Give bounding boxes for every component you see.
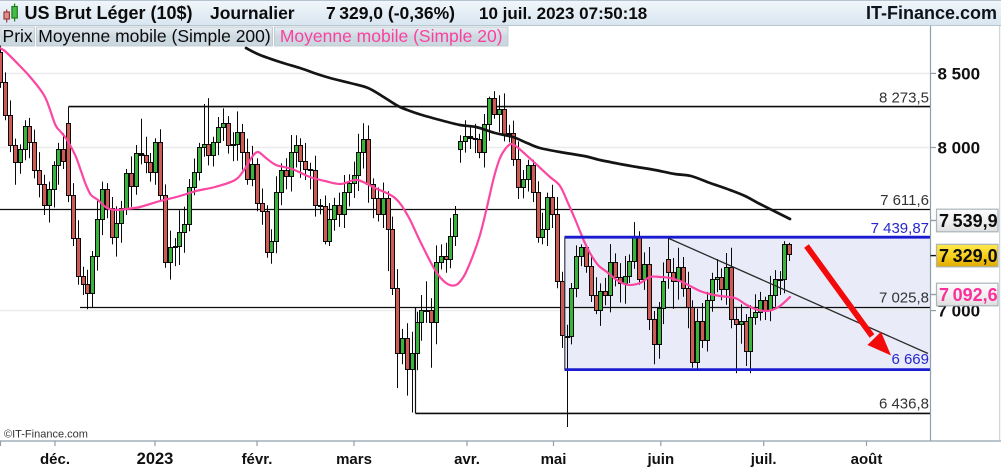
svg-text:avr.: avr.	[454, 451, 480, 468]
svg-text:7 025,8: 7 025,8	[879, 290, 929, 307]
svg-text:©IT-Finance.com: ©IT-Finance.com	[4, 429, 88, 441]
svg-text:août: août	[851, 451, 883, 468]
svg-text:févr.: févr.	[242, 451, 273, 468]
svg-text:7 439,87: 7 439,87	[871, 220, 929, 237]
svg-text:6 436,8: 6 436,8	[879, 396, 929, 413]
svg-text:7 329,0 (-0,36%): 7 329,0 (-0,36%)	[326, 3, 455, 23]
svg-text:8 000: 8 000	[938, 139, 981, 158]
svg-text:juin: juin	[646, 451, 674, 468]
svg-text:7 611,6: 7 611,6	[880, 192, 929, 209]
svg-text:déc.: déc.	[40, 451, 70, 468]
svg-text:7 329,0: 7 329,0	[939, 246, 998, 266]
svg-text:6 669: 6 669	[891, 351, 929, 368]
svg-text:10 juil. 2023 07:50:18: 10 juil. 2023 07:50:18	[479, 4, 647, 23]
svg-text:Journalier: Journalier	[210, 3, 295, 23]
svg-text:8 500: 8 500	[938, 64, 981, 83]
svg-text:7 092,6: 7 092,6	[939, 285, 998, 305]
svg-text:Moyenne mobile (Simple 20): Moyenne mobile (Simple 20)	[280, 26, 503, 46]
svg-text:7 539,9: 7 539,9	[939, 211, 998, 231]
svg-text:mars: mars	[336, 451, 372, 468]
svg-text:IT-Finance.com: IT-Finance.com	[866, 3, 997, 23]
svg-text:8 273,5: 8 273,5	[879, 89, 929, 106]
svg-text:juil.: juil.	[750, 451, 777, 468]
svg-text:Prix: Prix	[3, 26, 33, 46]
svg-text:US Brut Léger (10$): US Brut Léger (10$)	[25, 3, 193, 23]
svg-text:2023: 2023	[137, 450, 174, 468]
svg-text:mai: mai	[541, 451, 567, 468]
svg-text:Moyenne mobile (Simple 200): Moyenne mobile (Simple 200)	[38, 26, 270, 46]
